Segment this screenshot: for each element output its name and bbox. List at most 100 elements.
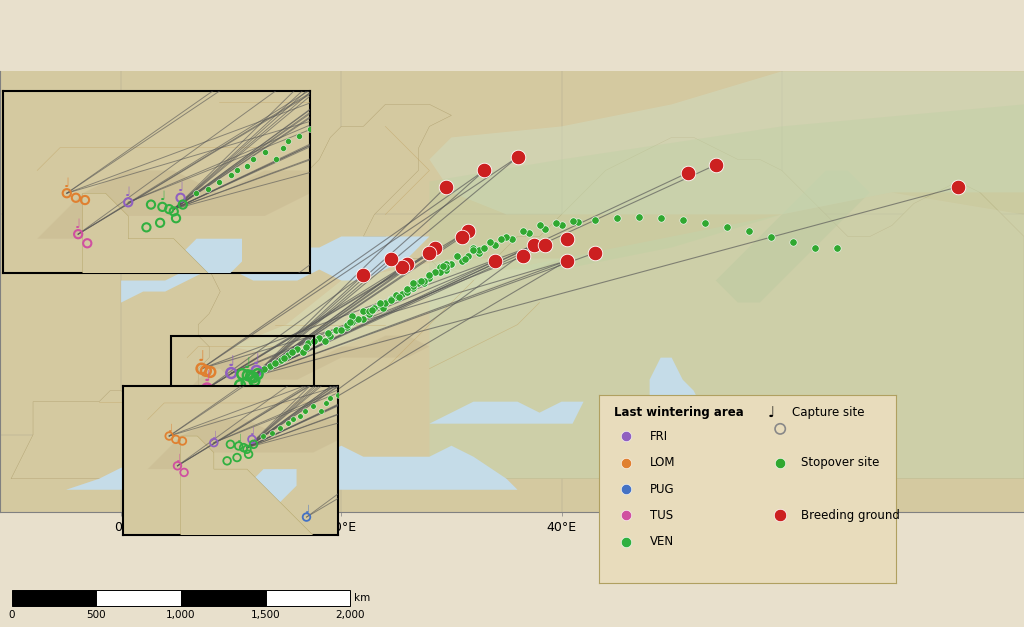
- Point: [1016, 233, 1024, 243]
- Point: [478, 307, 495, 317]
- Point: [528, 282, 545, 292]
- Point: [289, 344, 305, 354]
- Point: [493, 234, 509, 244]
- Point: [325, 120, 341, 130]
- Point: [257, 147, 273, 157]
- Point: [58, 188, 75, 198]
- Point: [476, 166, 493, 176]
- Point: [249, 366, 265, 376]
- Point: [255, 431, 271, 441]
- Point: [295, 347, 311, 357]
- Polygon shape: [147, 386, 512, 469]
- Point: [529, 2, 546, 12]
- Point: [360, 308, 377, 319]
- Point: [473, 33, 489, 43]
- Point: [471, 248, 487, 258]
- Polygon shape: [187, 335, 429, 391]
- Point: [234, 369, 251, 379]
- Text: 1,000: 1,000: [166, 610, 196, 620]
- Point: [520, 285, 537, 295]
- Point: [490, 298, 507, 308]
- Point: [364, 305, 380, 315]
- Polygon shape: [716, 171, 869, 303]
- Point: [351, 378, 368, 388]
- Point: [250, 369, 266, 379]
- Polygon shape: [209, 369, 297, 456]
- Point: [168, 213, 184, 223]
- Point: [561, 224, 578, 234]
- Point: [701, 216, 718, 226]
- Point: [377, 298, 393, 308]
- Point: [496, 302, 512, 312]
- Point: [274, 143, 291, 153]
- Point: [404, 345, 421, 355]
- Bar: [96, 590, 181, 606]
- Point: [416, 63, 432, 73]
- Point: [418, 344, 434, 354]
- Point: [594, 241, 610, 251]
- Point: [537, 224, 553, 234]
- Point: [934, 125, 950, 135]
- Text: ♩: ♩: [198, 350, 205, 366]
- Point: [460, 226, 476, 236]
- Point: [305, 401, 322, 411]
- Polygon shape: [11, 104, 1024, 479]
- Point: [564, 216, 581, 226]
- Point: [617, 458, 634, 468]
- Point: [675, 215, 691, 225]
- Point: [434, 261, 451, 271]
- Point: [466, 40, 482, 50]
- Text: ♩: ♩: [160, 191, 165, 203]
- Point: [244, 435, 260, 445]
- Point: [396, 357, 413, 367]
- Point: [504, 234, 520, 244]
- Point: [206, 438, 222, 448]
- Point: [740, 226, 757, 236]
- Point: [77, 195, 93, 205]
- Point: [711, 236, 727, 246]
- Point: [342, 317, 358, 327]
- Point: [708, 160, 724, 170]
- Point: [455, 256, 471, 266]
- Point: [138, 223, 155, 233]
- Text: Stopover site: Stopover site: [801, 456, 880, 469]
- Text: Last wintering area: Last wintering area: [613, 406, 743, 419]
- Point: [383, 253, 399, 263]
- Point: [349, 314, 366, 324]
- Point: [359, 102, 376, 112]
- Point: [371, 373, 387, 383]
- Point: [437, 265, 454, 275]
- Text: ♩: ♩: [304, 505, 309, 515]
- Point: [437, 262, 454, 272]
- Point: [553, 233, 569, 243]
- Point: [243, 371, 259, 381]
- Point: [586, 134, 602, 144]
- Point: [229, 166, 246, 176]
- Point: [884, 208, 900, 218]
- Point: [298, 512, 314, 522]
- Point: [611, 236, 628, 246]
- Point: [412, 68, 428, 78]
- Point: [399, 287, 416, 297]
- Point: [556, 266, 572, 276]
- Point: [411, 278, 427, 288]
- Point: [161, 204, 177, 214]
- Point: [528, 274, 545, 284]
- Point: [245, 154, 261, 164]
- Point: [949, 182, 966, 192]
- Point: [528, 279, 545, 289]
- Point: [763, 231, 779, 241]
- Point: [772, 510, 788, 520]
- Point: [399, 284, 416, 294]
- Text: Capture site: Capture site: [793, 406, 864, 419]
- Point: [437, 182, 454, 192]
- Point: [587, 215, 603, 225]
- Point: [319, 329, 336, 339]
- Point: [198, 366, 214, 376]
- Point: [807, 243, 823, 253]
- Point: [504, 295, 520, 305]
- Point: [256, 364, 272, 374]
- Polygon shape: [121, 236, 429, 303]
- Point: [390, 292, 407, 302]
- Point: [434, 63, 451, 73]
